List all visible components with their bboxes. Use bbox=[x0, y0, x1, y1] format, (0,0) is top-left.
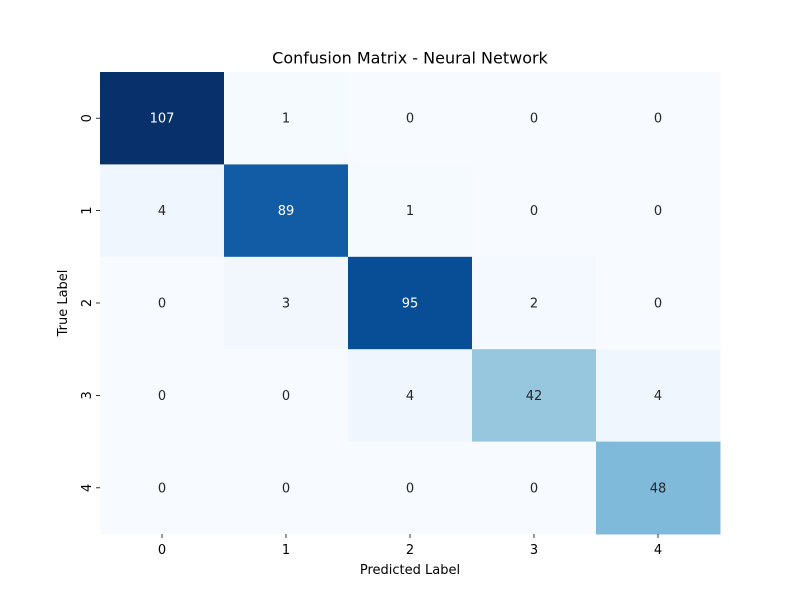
y-tick-label: 2 bbox=[80, 299, 95, 307]
y-axis: 0 1 2 3 4 bbox=[80, 114, 100, 492]
heatmap-cell bbox=[596, 164, 721, 258]
cell-value: 0 bbox=[158, 297, 166, 312]
cell-value: 0 bbox=[530, 112, 538, 127]
heatmap-cell bbox=[348, 164, 473, 258]
x-tick-label: 4 bbox=[654, 543, 662, 558]
heatmap-cell bbox=[472, 72, 597, 165]
x-tick-label: 2 bbox=[406, 543, 414, 558]
heatmap-cell bbox=[596, 256, 721, 350]
x-axis-label: Predicted Label bbox=[360, 563, 460, 578]
cell-value: 0 bbox=[406, 112, 414, 127]
cell-value: 0 bbox=[282, 389, 290, 404]
cell-value: 0 bbox=[654, 204, 662, 219]
cell-value: 107 bbox=[150, 112, 175, 127]
cell-value: 2 bbox=[530, 297, 538, 312]
cell-value: 0 bbox=[406, 481, 414, 496]
cell-value: 42 bbox=[526, 389, 543, 404]
cell-annotations: 107 1 0 0 0 4 89 1 0 0 0 3 95 2 0 0 0 4 42 4 0 0 0 0 48 bbox=[150, 112, 667, 497]
x-tick-label: 1 bbox=[282, 543, 290, 558]
cell-value: 0 bbox=[654, 112, 662, 127]
cell-value: 0 bbox=[530, 481, 538, 496]
y-tick-label: 3 bbox=[80, 391, 95, 399]
heatmap-cell bbox=[596, 441, 721, 535]
cell-value: 3 bbox=[282, 297, 290, 312]
heatmap-cell bbox=[224, 349, 349, 443]
heatmap-cell bbox=[224, 256, 349, 350]
heatmap-cell bbox=[100, 72, 225, 165]
heatmap-cell bbox=[596, 349, 721, 443]
heatmap-cell bbox=[596, 72, 721, 165]
cell-value: 1 bbox=[406, 204, 414, 219]
heatmap-cell bbox=[472, 256, 597, 350]
chart-title: Confusion Matrix - Neural Network bbox=[272, 49, 548, 68]
cell-value: 4 bbox=[654, 389, 662, 404]
heatmap-cell bbox=[100, 164, 225, 258]
x-tick-label: 3 bbox=[530, 543, 538, 558]
y-axis-label: True Label bbox=[56, 270, 71, 338]
x-axis: 0 1 2 3 4 bbox=[158, 534, 662, 558]
heatmap-cell bbox=[100, 441, 225, 535]
cell-value: 0 bbox=[530, 204, 538, 219]
cell-value: 0 bbox=[158, 389, 166, 404]
cell-value: 0 bbox=[158, 481, 166, 496]
heatmap-cell bbox=[224, 441, 349, 535]
y-tick-label: 0 bbox=[80, 114, 95, 122]
heatmap-cell bbox=[348, 349, 473, 443]
cell-value: 48 bbox=[650, 481, 667, 496]
y-tick-label: 1 bbox=[80, 206, 95, 214]
heatmap-cell bbox=[472, 349, 597, 443]
heatmap-cell bbox=[100, 349, 225, 443]
cell-value: 89 bbox=[278, 204, 295, 219]
heatmap-cell bbox=[224, 72, 349, 165]
cell-value: 95 bbox=[402, 297, 419, 312]
heatmap-cell bbox=[224, 164, 349, 258]
cell-value: 4 bbox=[158, 204, 166, 219]
heatmap-cell bbox=[348, 72, 473, 165]
cell-value: 1 bbox=[282, 112, 290, 127]
heatmap-cells bbox=[100, 72, 721, 535]
x-tick-label: 0 bbox=[158, 543, 166, 558]
cell-value: 4 bbox=[406, 389, 414, 404]
heatmap-cell bbox=[348, 256, 473, 350]
cell-value: 0 bbox=[654, 297, 662, 312]
heatmap-cell bbox=[472, 164, 597, 258]
heatmap-cell bbox=[348, 441, 473, 535]
cell-value: 0 bbox=[282, 481, 290, 496]
heatmap-cell bbox=[100, 256, 225, 350]
y-tick-label: 4 bbox=[80, 484, 95, 492]
heatmap-cell bbox=[472, 441, 597, 535]
